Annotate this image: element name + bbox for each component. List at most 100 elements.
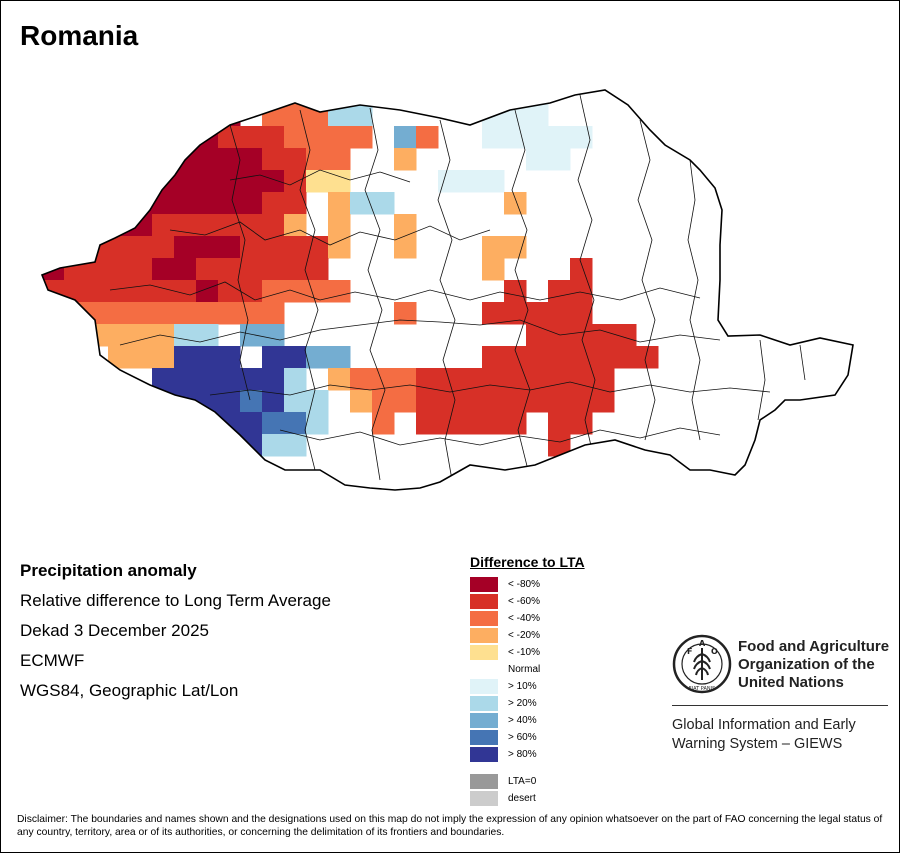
- legend-row-7: > 20%: [470, 695, 585, 712]
- grid-cell: [108, 148, 131, 171]
- legend: Difference to LTA < -80% < -60% < -40% < -2…: [470, 554, 585, 807]
- grid-cell: [548, 434, 571, 457]
- grid-cell: [284, 192, 307, 215]
- grid-cell: [196, 170, 219, 193]
- grid-cell: [42, 236, 65, 259]
- fao-name-line-3: United Nations: [738, 674, 844, 691]
- grid-cell: [130, 170, 153, 193]
- grid-cell: [130, 324, 153, 347]
- grid-cell: [614, 324, 637, 347]
- legend-swatch-7: [470, 696, 498, 711]
- grid-cell: [196, 368, 219, 391]
- grid-cell: [196, 192, 219, 215]
- grid-cell: [174, 214, 197, 237]
- grid-cell: [152, 148, 175, 171]
- grid-cell: [526, 368, 549, 391]
- grid-cell: [416, 368, 439, 391]
- grid-cell: [262, 302, 285, 325]
- grid-cell: [306, 258, 329, 281]
- legend-label-0: < -80%: [508, 579, 540, 590]
- grid-cell: [262, 126, 285, 149]
- grid-cell: [504, 412, 527, 435]
- grid-cell: [240, 324, 263, 347]
- grid-cell: [240, 258, 263, 281]
- legend-row-4: < -10%: [470, 644, 585, 661]
- legend-label-1: < -60%: [508, 596, 540, 607]
- fao-motto: FIAT PANIS: [689, 686, 716, 692]
- grid-cell: [108, 170, 131, 193]
- grid-cell: [350, 104, 373, 127]
- legend-swatch-0: [470, 577, 498, 592]
- grid-cell: [482, 236, 505, 259]
- grid-cell: [328, 280, 351, 303]
- legend-label-3: < -20%: [508, 630, 540, 641]
- grid-cell: [526, 324, 549, 347]
- grid-cell: [504, 346, 527, 369]
- grid-cell: [86, 258, 109, 281]
- grid-cell: [240, 412, 263, 435]
- legend-row-3: < -20%: [470, 627, 585, 644]
- grid-cell: [64, 280, 87, 303]
- grid-cell: [482, 126, 505, 149]
- grid-cell: [152, 346, 175, 369]
- grid-cell: [108, 192, 131, 215]
- fao-letter-f: F: [687, 647, 692, 656]
- grid-cell: [284, 368, 307, 391]
- grid-cell: [218, 346, 241, 369]
- grid-cell: [152, 258, 175, 281]
- legend-extra-label-1: desert: [508, 793, 536, 804]
- grid-cell: [262, 214, 285, 237]
- grid-cell: [196, 434, 219, 457]
- grid-cell: [108, 324, 131, 347]
- grid-cell: [218, 126, 241, 149]
- grid-cell: [306, 390, 329, 413]
- grid-cell: [262, 434, 285, 457]
- grid-cell: [394, 368, 417, 391]
- grid-cell: [306, 148, 329, 171]
- legend-swatch-5: [470, 662, 498, 677]
- grid-cell: [196, 302, 219, 325]
- grid-cell: [526, 346, 549, 369]
- grid-cell: [350, 192, 373, 215]
- grid-cell: [240, 280, 263, 303]
- grid-cell: [262, 346, 285, 369]
- legend-label-7: > 20%: [508, 698, 537, 709]
- fao-organization-name: Food and Agriculture Organization of the…: [738, 638, 889, 692]
- legend-label-10: > 80%: [508, 749, 537, 760]
- grid-cell: [482, 170, 505, 193]
- grid-cell: [130, 236, 153, 259]
- grid-cell: [372, 390, 395, 413]
- legend-row-9: > 60%: [470, 729, 585, 746]
- grid-cell: [218, 192, 241, 215]
- grid-cell: [570, 346, 593, 369]
- grid-cell: [196, 104, 219, 127]
- grid-cell: [548, 126, 571, 149]
- grid-cell: [328, 126, 351, 149]
- grid-cell: [262, 280, 285, 303]
- grid-cell: [438, 170, 461, 193]
- grid-cell: [328, 170, 351, 193]
- grid-cell: [526, 390, 549, 413]
- grid-cell: [284, 346, 307, 369]
- grid-cell: [548, 412, 571, 435]
- grid-cell: [174, 236, 197, 259]
- legend-extra-swatch-1: [470, 791, 498, 806]
- grid-cell: [174, 368, 197, 391]
- grid-cell: [306, 236, 329, 259]
- fao-logo-icon: F A O FIAT PANIS: [672, 634, 732, 694]
- grid-cell: [284, 148, 307, 171]
- grid-cell: [416, 126, 439, 149]
- legend-row-10: > 80%: [470, 746, 585, 763]
- grid-cell: [262, 368, 285, 391]
- grid-cell: [152, 214, 175, 237]
- grid-cell: [548, 324, 571, 347]
- grid-cell: [284, 104, 307, 127]
- legend-swatch-1: [470, 594, 498, 609]
- legend-title: Difference to LTA: [470, 554, 585, 570]
- grid-cell: [240, 368, 263, 391]
- grid-cell: [42, 258, 65, 281]
- grid-cell: [64, 302, 87, 325]
- legend-row-2: < -40%: [470, 610, 585, 627]
- grid-cell: [394, 390, 417, 413]
- grid-cell: [174, 126, 197, 149]
